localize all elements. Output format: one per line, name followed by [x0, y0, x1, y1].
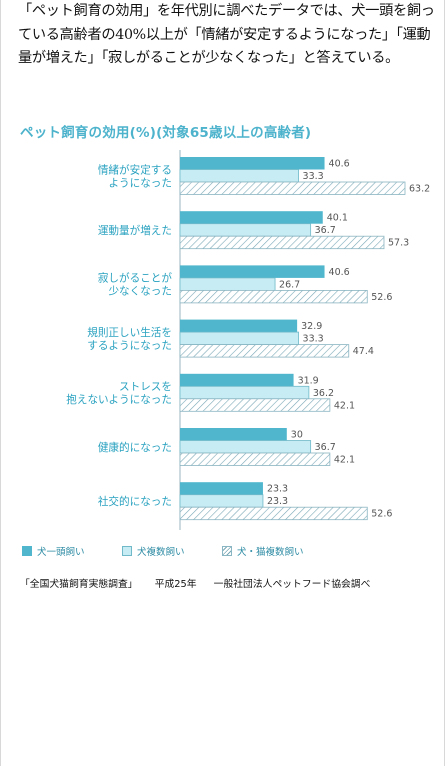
legend-label-multiple-dogs: 犬複数飼い [137, 547, 185, 558]
bar-dogs-cats [179, 344, 350, 358]
value-label-dogs-cats: 57.3 [388, 238, 409, 249]
category-label-line: ストレスを [119, 381, 172, 393]
bar-dogs-cats [179, 235, 385, 250]
bar-single-dog [180, 319, 298, 333]
source-note: 「全国犬猫飼育実態調査」 平成25年 一般社団法人ペットフード協会調べ [20, 576, 384, 590]
value-label-multiple-dogs: 33.3 [303, 171, 324, 182]
category-label: 社交的になった [98, 495, 172, 508]
bar-single-dog [180, 157, 325, 170]
value-label-dogs-cats: 47.4 [353, 346, 374, 357]
value-label-multiple-dogs: 23.3 [267, 496, 288, 507]
category-label-line: 健康的になった [98, 441, 172, 454]
category-label-line: 運動量が増えた [98, 224, 172, 237]
category-label-line: 少なくなった [108, 286, 172, 298]
legend-item-single-dog: 犬一頭飼い [22, 544, 122, 558]
category-label: 情緒が安定するようになった [98, 163, 172, 189]
legend-item-dogs-cats: 犬・猫複数飼い [222, 544, 322, 558]
bar-single-dog [180, 211, 323, 224]
category-label-line: 抱えないようになった [66, 393, 172, 406]
source-year: 平成25年 [154, 579, 197, 590]
value-label-dogs-cats: 63.2 [409, 184, 430, 195]
value-label-single-dog: 40.6 [329, 159, 350, 170]
value-label-single-dog: 30 [291, 430, 303, 441]
legend-label-single-dog: 犬一頭飼い [37, 547, 85, 558]
bar-multiple-dogs [179, 440, 312, 454]
bar-single-dog [180, 428, 287, 441]
bar-dogs-cats [179, 181, 406, 195]
category-label-line: 寂しがることが [98, 272, 173, 285]
value-label-multiple-dogs: 26.7 [279, 279, 300, 290]
intro-paragraph: 「ペット飼育の効用」を年代別に調べたデータでは、犬一頭を飼っている高齢者の40%… [18, 3, 435, 67]
category-label-line: ようになった [108, 177, 172, 189]
value-label-multiple-dogs: 36.7 [315, 225, 336, 236]
value-label-dogs-cats: 52.6 [371, 509, 392, 520]
category-label-line: 社交的になった [98, 495, 172, 508]
value-label-single-dog: 23.3 [267, 484, 288, 495]
value-label-dogs-cats: 42.1 [334, 455, 355, 466]
value-label-multiple-dogs: 36.7 [315, 442, 336, 453]
category-label-line: 情緒が安定する [98, 163, 172, 176]
category-label: 規則正しい生活をするようになった [87, 326, 172, 352]
bar-dogs-cats [179, 506, 368, 521]
legend-swatch-single-dog [22, 546, 32, 556]
bar-single-dog [180, 373, 294, 387]
bar-multiple-dogs [179, 223, 312, 237]
legend-label-dogs-cats: 犬・猫複数飼い [237, 547, 304, 558]
category-label: 運動量が増えた [98, 224, 172, 237]
value-label-dogs-cats: 52.6 [371, 292, 392, 303]
value-label-single-dog: 40.6 [329, 267, 350, 278]
chart-legend: 犬一頭飼い 犬複数飼い 犬・猫複数飼い [22, 544, 322, 558]
value-label-dogs-cats: 42.1 [334, 400, 355, 411]
value-label-single-dog: 40.1 [327, 213, 348, 224]
bar-dogs-cats [179, 398, 331, 412]
bar-multiple-dogs [179, 331, 299, 346]
bar-chart: 情緒が安定するようになった40.633.363.2運動量が増えた40.136.7… [66, 150, 430, 530]
bar-dogs-cats [179, 452, 331, 466]
category-label: ストレスを抱えないようになった [66, 381, 172, 406]
frame-left-border [0, 0, 1, 766]
value-label-single-dog: 31.9 [298, 375, 319, 386]
legend-swatch-multiple-dogs [122, 546, 132, 556]
legend-swatch-dogs-cats [222, 546, 232, 556]
bar-multiple-dogs [179, 385, 310, 400]
category-label: 健康的になった [98, 441, 172, 454]
legend-item-multiple-dogs: 犬複数飼い [122, 544, 222, 558]
bar-multiple-dogs [179, 169, 299, 183]
source-survey: 「全国犬猫飼育実態調査」 [20, 579, 138, 590]
value-label-multiple-dogs: 36.2 [313, 388, 334, 399]
value-label-multiple-dogs: 33.3 [303, 334, 324, 345]
bar-multiple-dogs [179, 494, 264, 508]
category-label-line: 規則正しい生活を [87, 326, 172, 339]
category-label-line: するようになった [87, 340, 172, 352]
chart-title: ペット飼育の効用(%)(対象65歳以上の高齢者) [20, 125, 312, 141]
bar-group: 情緒が安定するようになった40.633.363.2運動量が増えた40.136.7… [66, 157, 430, 521]
bar-single-dog [180, 482, 263, 495]
value-label-single-dog: 32.9 [301, 321, 322, 332]
bar-dogs-cats [179, 289, 368, 304]
bar-multiple-dogs [179, 277, 276, 291]
source-org: 一般社団法人ペットフード協会調べ [213, 579, 371, 590]
category-label: 寂しがることが少なくなった [98, 272, 173, 298]
bar-single-dog [180, 265, 325, 278]
